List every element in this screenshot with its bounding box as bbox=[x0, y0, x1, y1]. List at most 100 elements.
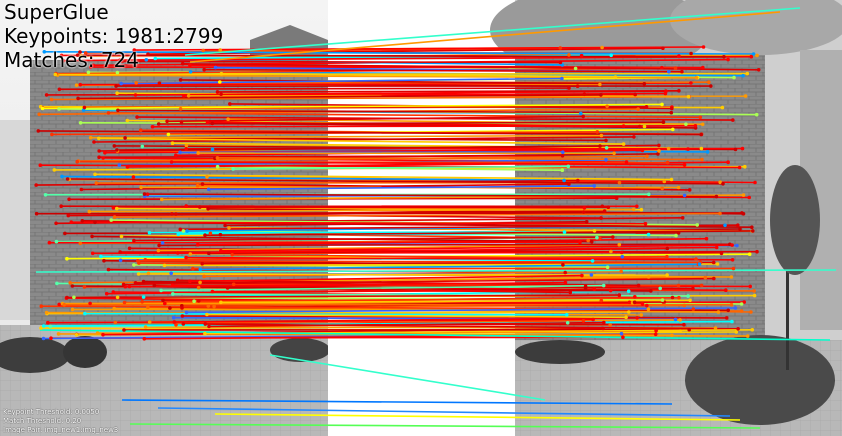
keypoint bbox=[640, 302, 645, 306]
keypoint bbox=[567, 182, 571, 186]
keypoint bbox=[646, 232, 651, 237]
keypoint bbox=[125, 118, 130, 123]
keypoint bbox=[95, 331, 100, 335]
keypoint bbox=[680, 69, 684, 74]
keypoint bbox=[621, 124, 626, 128]
keypoint bbox=[125, 165, 130, 169]
keypoint bbox=[103, 150, 107, 155]
keypoint bbox=[49, 336, 53, 341]
keypoint bbox=[62, 303, 66, 307]
keypoint bbox=[171, 315, 176, 320]
keypoint bbox=[97, 155, 101, 159]
keypoint bbox=[196, 285, 201, 290]
keypoint bbox=[608, 323, 612, 327]
keypoint bbox=[676, 231, 681, 235]
keypoint bbox=[156, 248, 161, 253]
keypoint bbox=[66, 213, 71, 218]
keypoint bbox=[752, 293, 757, 298]
keypoint bbox=[754, 112, 759, 117]
keypoint bbox=[57, 87, 62, 92]
keypoint bbox=[181, 322, 186, 326]
keypoint bbox=[79, 54, 83, 58]
keypoint bbox=[729, 302, 734, 307]
keypoint bbox=[565, 321, 570, 325]
keypoint bbox=[76, 96, 80, 101]
keypoint bbox=[595, 130, 600, 134]
keypoint bbox=[54, 239, 59, 244]
keypoint bbox=[639, 207, 644, 212]
keypoint bbox=[600, 45, 604, 50]
keypoint bbox=[687, 327, 691, 332]
keypoint bbox=[645, 303, 649, 308]
keypoint bbox=[170, 283, 175, 288]
keypoint bbox=[562, 178, 566, 183]
keypoint bbox=[750, 225, 754, 229]
keypoint bbox=[718, 211, 722, 216]
keypoint bbox=[755, 249, 759, 254]
keypoint bbox=[599, 298, 604, 303]
keypoint bbox=[660, 65, 664, 70]
keypoint bbox=[207, 251, 211, 256]
keypoint bbox=[621, 335, 625, 340]
keypoint bbox=[660, 102, 664, 107]
keypoint bbox=[134, 81, 138, 85]
keypoint bbox=[68, 281, 72, 285]
keypoint bbox=[196, 299, 201, 303]
keypoint bbox=[140, 144, 145, 149]
keypoint bbox=[707, 80, 711, 84]
keypoint bbox=[226, 117, 230, 121]
keypoint bbox=[111, 206, 116, 210]
keypoint bbox=[591, 317, 595, 322]
keypoint bbox=[688, 298, 692, 303]
keypoint bbox=[60, 174, 64, 179]
keypoint bbox=[604, 146, 609, 150]
keypoint bbox=[180, 314, 185, 318]
keypoint bbox=[568, 290, 573, 295]
match-line bbox=[152, 125, 696, 128]
keypoint bbox=[657, 149, 661, 153]
keypoint bbox=[119, 234, 124, 239]
match-line bbox=[89, 208, 634, 213]
keypoint bbox=[127, 284, 132, 289]
keypoint bbox=[132, 263, 136, 267]
keypoint bbox=[78, 241, 83, 246]
match-line bbox=[214, 413, 741, 421]
keypoint bbox=[83, 51, 88, 55]
keypoint bbox=[609, 53, 613, 58]
keypoint bbox=[50, 132, 54, 137]
match-line bbox=[172, 142, 702, 150]
keypoint bbox=[178, 227, 183, 232]
keypoint bbox=[722, 55, 726, 59]
keypoint bbox=[663, 91, 668, 96]
keypoint bbox=[170, 141, 175, 145]
keypoint bbox=[56, 332, 61, 336]
keypoint bbox=[620, 254, 625, 259]
keypoint bbox=[611, 235, 615, 239]
keypoint bbox=[637, 124, 642, 129]
keypoint bbox=[178, 150, 182, 155]
threshold-info: Keypoint Threshold: 0.0050 Match Thresho… bbox=[3, 408, 118, 435]
keypoint bbox=[206, 304, 211, 308]
keypoint bbox=[684, 122, 688, 126]
keypoint bbox=[44, 310, 49, 315]
keypoint bbox=[179, 120, 184, 124]
keypoint bbox=[686, 94, 691, 99]
keypoint bbox=[122, 300, 127, 305]
keypoint bbox=[39, 304, 44, 309]
keypoint bbox=[741, 73, 745, 78]
keypoint bbox=[165, 119, 169, 124]
keypoint bbox=[157, 243, 161, 248]
keypoint bbox=[566, 164, 571, 169]
match-line bbox=[189, 11, 781, 63]
keypoint bbox=[751, 52, 756, 56]
keypoint bbox=[171, 292, 175, 296]
keypoint bbox=[223, 223, 227, 228]
match-line bbox=[217, 157, 703, 161]
keypoint bbox=[181, 229, 186, 233]
keypoints-count: Keypoints: 1981:2799 bbox=[4, 24, 224, 48]
keypoint bbox=[90, 234, 94, 239]
keypoint bbox=[715, 262, 720, 266]
keypoint bbox=[208, 231, 213, 236]
keypoint bbox=[72, 295, 76, 300]
